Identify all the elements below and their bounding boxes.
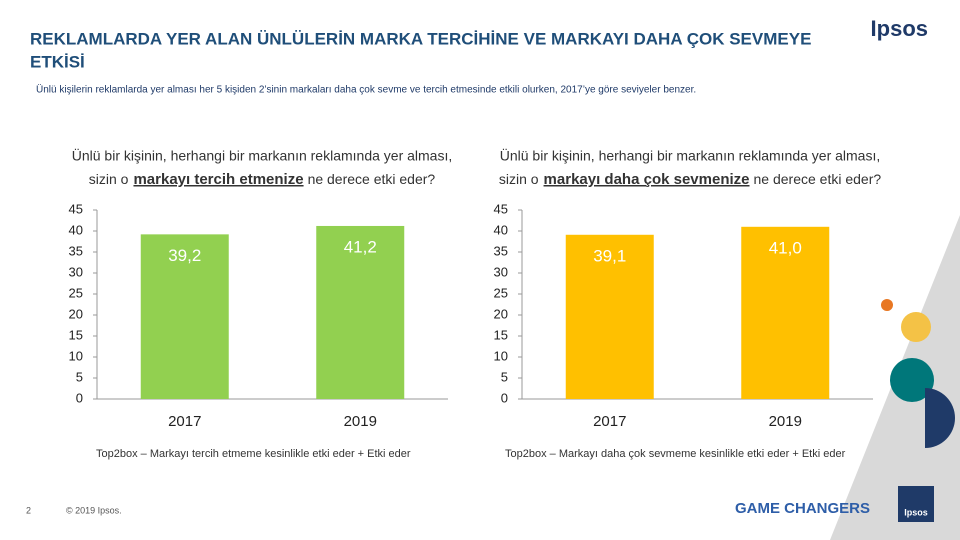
bar (140, 234, 229, 399)
value-label: 41,0 (769, 238, 802, 257)
tagline: GAME CHANGERS (735, 500, 870, 517)
slide-title: ETKİSİ (30, 52, 85, 71)
y-tick-label: 30 (494, 264, 508, 279)
logo-box (898, 486, 934, 522)
logo: Ipsos (904, 507, 928, 517)
chart-title-part: sizin o (499, 171, 539, 187)
y-tick-label: 5 (76, 369, 83, 384)
y-tick-label: 20 (69, 306, 83, 321)
value-label: 39,2 (168, 246, 201, 265)
chart-title-emphasis: markayı tercih etmenize (133, 171, 303, 188)
y-tick-label: 30 (69, 264, 83, 279)
copyright: © 2019 Ipsos. (66, 505, 122, 515)
y-tick-label: 15 (69, 327, 83, 342)
chart-title: sizin o markayı daha çok sevmenize ne dere… (499, 171, 881, 188)
chart-title-part: ne derece etki eder? (754, 171, 882, 187)
bar (741, 226, 830, 399)
value-label: 41,2 (344, 237, 377, 256)
x-tick-label: 2017 (168, 413, 201, 430)
y-tick-label: 15 (494, 327, 508, 342)
decor-circle (901, 312, 931, 342)
page-number: 2 (26, 505, 31, 515)
y-tick-label: 0 (501, 390, 508, 405)
x-tick-label: 2019 (344, 413, 377, 430)
y-tick-label: 40 (494, 222, 508, 237)
y-tick-label: 5 (501, 369, 508, 384)
bar (565, 234, 654, 399)
chart-title: sizin o markayı tercih etmenize ne derece … (89, 171, 436, 188)
y-tick-label: 40 (69, 222, 83, 237)
value-label: 39,1 (593, 246, 626, 265)
y-tick-label: 10 (69, 348, 83, 363)
y-tick-label: 25 (494, 285, 508, 300)
chart-title: Ünlü bir kişinin, herhangi bir markanın … (72, 147, 453, 164)
chart-title-part: sizin o (89, 171, 129, 187)
y-tick-label: 20 (494, 306, 508, 321)
y-tick-label: 45 (494, 201, 508, 216)
decor-circle (890, 358, 934, 402)
chart-note: Top2box – Markayı daha çok sevmeme kesin… (505, 448, 846, 460)
subtitle: Ünlü kişilerin reklamlarda yer alması he… (36, 84, 696, 96)
x-tick-label: 2019 (769, 413, 802, 430)
chart-title: Ünlü bir kişinin, herhangi bir markanın … (500, 147, 881, 164)
x-tick-label: 2017 (593, 413, 626, 430)
decor-dot (881, 299, 893, 311)
chart-title-part: ne derece etki eder? (308, 171, 436, 187)
decor-half-circle (925, 388, 955, 448)
y-tick-label: 35 (69, 243, 83, 258)
logo: Ipsos (871, 16, 928, 41)
chart-title-emphasis: markayı daha çok sevmenize (544, 171, 750, 188)
y-tick-label: 35 (494, 243, 508, 258)
charts: Ünlü bir kişinin, herhangi bir markanın … (69, 147, 882, 460)
y-tick-label: 0 (76, 390, 83, 405)
chart-note: Top2box – Markayı tercih etmeme kesinlik… (96, 448, 411, 460)
y-tick-label: 45 (69, 201, 83, 216)
slide-title: REKLAMLARDA YER ALAN ÜNLÜLERİN MARKA TER… (30, 29, 811, 48)
y-tick-label: 10 (494, 348, 508, 363)
bar (316, 225, 405, 399)
y-tick-label: 25 (69, 285, 83, 300)
